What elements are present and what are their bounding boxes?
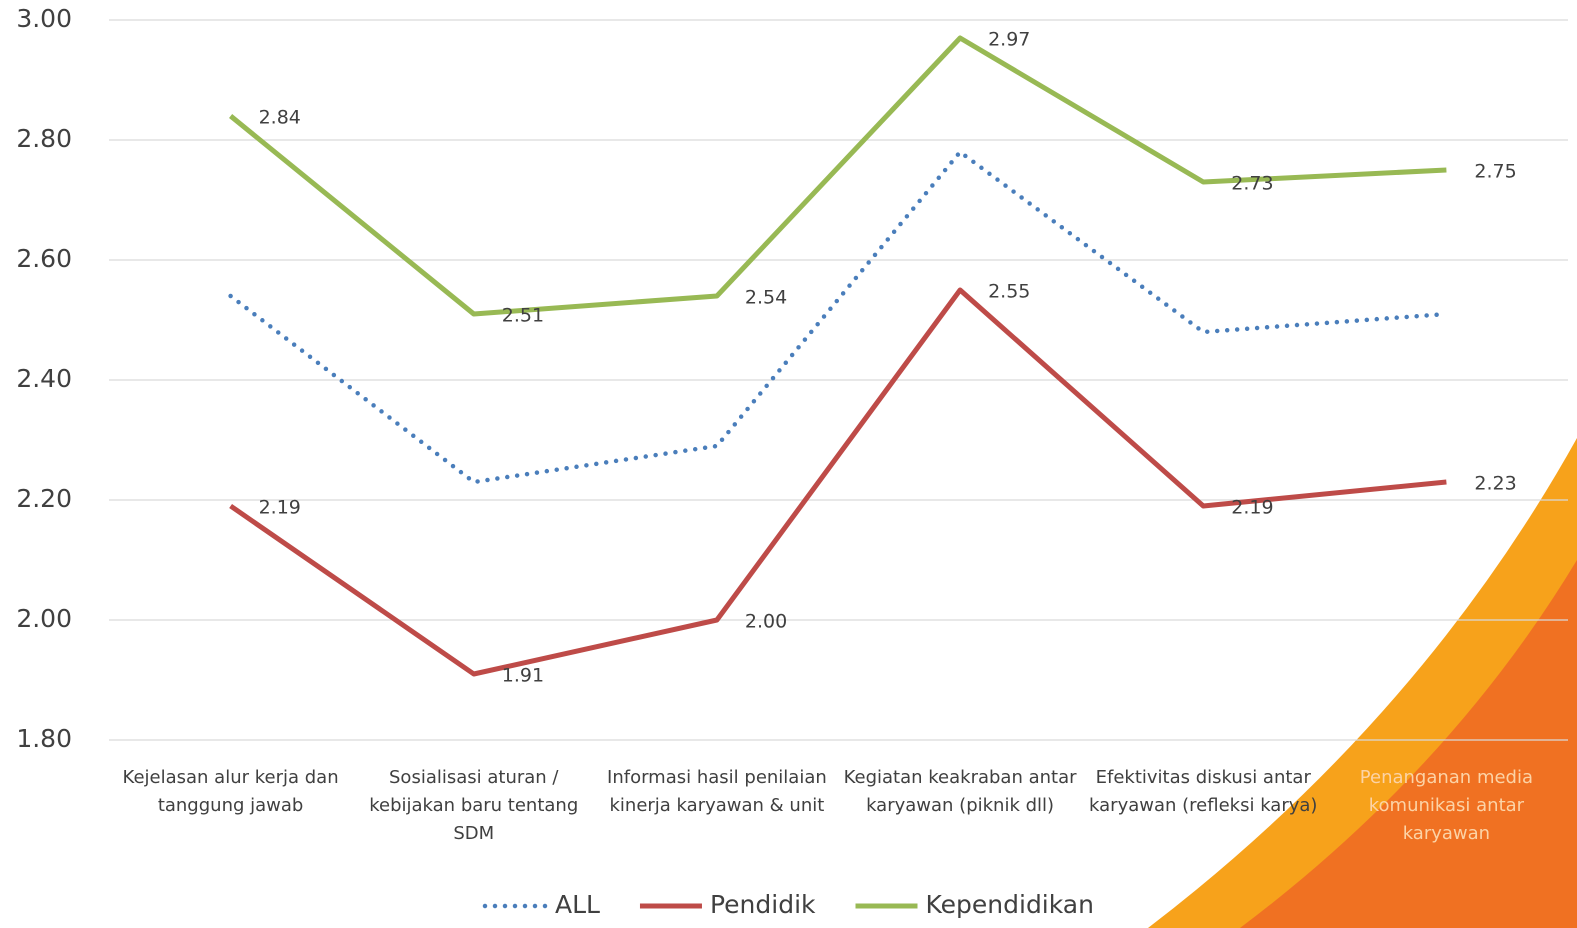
series-line (229, 287, 1447, 677)
series-line (228, 149, 1449, 485)
y-tick-label: 3.00 (16, 4, 72, 33)
data-label: 2.00 (745, 611, 787, 633)
y-tick-label: 2.40 (16, 364, 72, 393)
data-label: 2.19 (1231, 497, 1273, 519)
data-label: 2.51 (502, 305, 544, 327)
data-label: 2.97 (988, 29, 1030, 51)
data-label: 2.84 (259, 107, 301, 129)
data-label: 2.55 (988, 281, 1030, 303)
data-label: 2.23 (1474, 473, 1516, 495)
legend-label: Pendidik (710, 890, 816, 919)
data-label: 2.54 (745, 287, 787, 309)
x-tick-label: Kejelasan alur kerja dan tanggung jawab (122, 767, 339, 816)
x-tick-label: Efektivitas diskusi antar karyawan (refl… (1089, 767, 1318, 816)
data-label: 2.19 (259, 497, 301, 519)
y-tick-label: 2.00 (16, 604, 72, 633)
data-label: 1.91 (502, 665, 544, 687)
x-tick-label: Penanganan media komunikasi antar karyaw… (1359, 767, 1534, 844)
legend-label: Kependidikan (926, 890, 1094, 919)
y-tick-label: 2.20 (16, 484, 72, 513)
series-line (229, 35, 1447, 317)
y-tick-label: 1.80 (16, 724, 72, 753)
y-tick-label: 2.80 (16, 124, 72, 153)
legend-label: ALL (555, 890, 600, 919)
x-tick-label: Kegiatan keakraban antar karyawan (pikni… (843, 767, 1077, 816)
decor-band (1240, 560, 1577, 928)
data-label: 2.75 (1474, 161, 1516, 183)
x-tick-label: Sosialisasi aturan / kebijakan baru tent… (369, 767, 579, 844)
y-tick-label: 2.60 (16, 244, 72, 273)
data-label: 2.73 (1231, 173, 1273, 195)
x-tick-label: Informasi hasil penilaian kinerja karyaw… (607, 767, 827, 816)
